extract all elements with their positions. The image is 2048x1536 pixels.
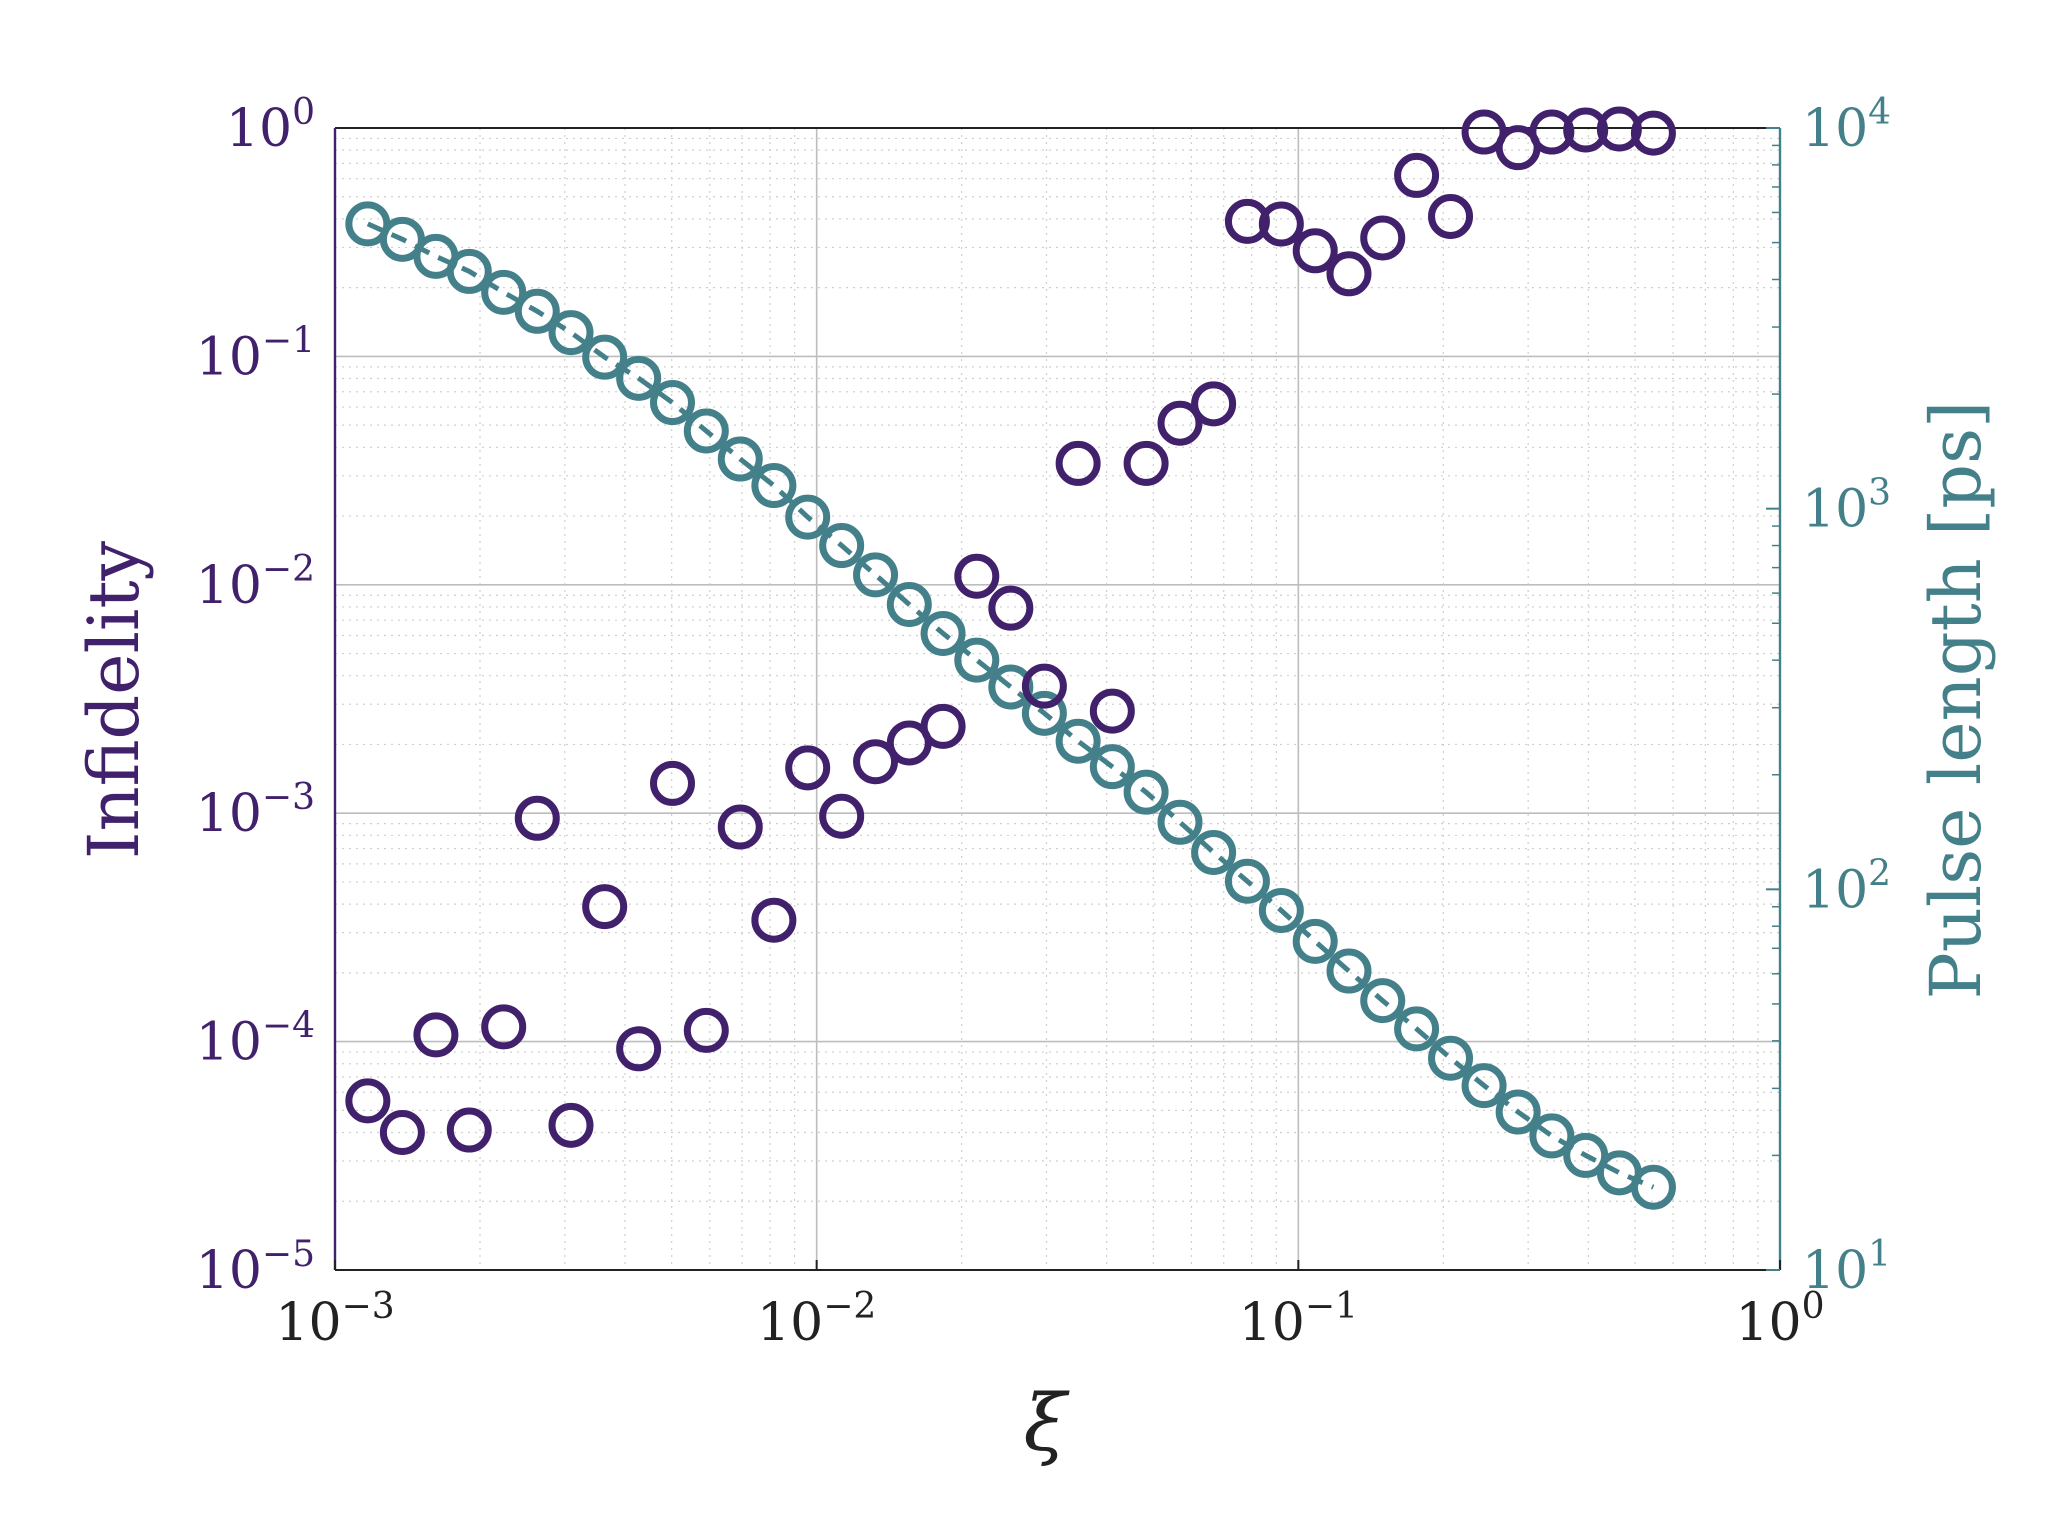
pulse-length-point (1326, 948, 1372, 994)
infidelity-series (345, 106, 1676, 1155)
y-right-tick-label: 101 (1802, 1234, 1891, 1301)
y-left-tick-label: 100 (226, 92, 315, 159)
pulse-length-point (1191, 829, 1237, 875)
infidelity-point (1157, 400, 1203, 446)
pulse-length-point (785, 494, 831, 540)
infidelity-point (717, 804, 763, 850)
infidelity-point (920, 703, 966, 749)
pulse-length-point (1495, 1089, 1541, 1135)
infidelity-point (1258, 201, 1304, 247)
y-left-tick-label: 10−2 (196, 549, 315, 616)
pulse-length-point (1021, 690, 1067, 736)
infidelity-point (1021, 663, 1067, 709)
axes (333, 127, 1782, 1271)
pulse-length-point (650, 380, 696, 426)
infidelity-point (683, 1007, 729, 1053)
infidelity-point (1055, 440, 1101, 486)
pulse-length-point (1224, 858, 1270, 904)
infidelity-point (1529, 109, 1575, 155)
infidelity-point (1123, 440, 1169, 486)
infidelity-point (853, 739, 899, 785)
infidelity-point (1630, 110, 1676, 156)
pulse-length-point (481, 269, 527, 315)
infidelity-point (514, 795, 560, 841)
pulse-length-point (1394, 1006, 1440, 1052)
x-axis-title: ξ (1024, 1379, 1071, 1469)
pulse-length-dashed-line (366, 221, 1655, 1190)
y-left-tick-label: 10−5 (196, 1234, 315, 1301)
pulse-length-point (683, 408, 729, 454)
pulse-length-point (1055, 718, 1101, 764)
pulse-length-point (1292, 918, 1338, 964)
pulse-length-point (1461, 1063, 1507, 1109)
y-axis-title-right: Pulse length [ps] (1915, 401, 1997, 1000)
pulse-length-point (751, 463, 797, 509)
infidelity-point (616, 1026, 662, 1072)
pulse-length-point (920, 610, 966, 656)
pulse-length-point (1428, 1035, 1474, 1081)
infidelity-point (1428, 193, 1474, 239)
pulse-length-point (1157, 799, 1203, 845)
infidelity-point (1089, 688, 1135, 734)
infidelity-point (582, 884, 628, 930)
pulse-length-point (1089, 744, 1135, 790)
y-right-tick-label: 102 (1802, 853, 1891, 920)
pulse-length-point (717, 436, 763, 482)
pulse-length-point (853, 552, 899, 598)
y-left-tick-label: 10−1 (196, 320, 315, 387)
pulse-length-point (819, 523, 865, 569)
x-tick-label: 10−3 (275, 1286, 394, 1353)
infidelity-point (1360, 215, 1406, 261)
x-tick-label: 100 (1735, 1286, 1824, 1353)
infidelity-point (650, 760, 696, 806)
pulse-length-point (1258, 887, 1304, 933)
infidelity-point (954, 553, 1000, 599)
pulse-length-point (1123, 769, 1169, 815)
pulse-length-point (548, 310, 594, 356)
y-axis-title-left: Infidelity (73, 540, 155, 859)
infidelity-point (751, 897, 797, 943)
pulse-length-point (514, 288, 560, 334)
infidelity-point (785, 745, 831, 791)
pulse-length-point (886, 582, 932, 628)
pulse-length-point (1630, 1164, 1676, 1210)
pulse-length-series (345, 201, 1676, 1210)
tick-labels: 10−3 10−2 10−1 100 100 10−1 10−2 10−3 10−4 10−5 10… (196, 92, 1891, 1353)
pulse-length-point (446, 248, 492, 294)
infidelity-point (1394, 152, 1440, 198)
infidelity-point (819, 793, 865, 839)
infidelity-point (1563, 107, 1609, 153)
y-left-tick-label: 10−4 (196, 1006, 315, 1073)
infidelity-point (1326, 251, 1372, 297)
x-tick-label: 10−1 (1239, 1286, 1358, 1353)
infidelity-point (548, 1102, 594, 1148)
infidelity-point (379, 1109, 425, 1155)
pulse-length-point (954, 637, 1000, 683)
y-right-tick-label: 103 (1802, 473, 1891, 540)
infidelity-point (446, 1107, 492, 1153)
pulse-length-point (616, 355, 662, 401)
infidelity-point (1191, 381, 1237, 427)
infidelity-point (481, 1004, 527, 1050)
infidelity-point (1292, 228, 1338, 274)
pulse-length-point (1360, 978, 1406, 1024)
pulse-length-point (582, 334, 628, 380)
pulse-length-point (1563, 1132, 1609, 1178)
pulse-length-point (988, 664, 1034, 710)
x-tick-label: 10−2 (757, 1286, 876, 1353)
y-left-tick-label: 10−3 (196, 777, 315, 844)
infidelity-point (988, 585, 1034, 631)
infidelity-point (345, 1078, 391, 1124)
y-right-tick-label: 104 (1802, 92, 1891, 159)
pulse-length-point (1529, 1113, 1575, 1159)
infidelity-point (413, 1012, 459, 1058)
infidelity-point (1224, 198, 1270, 244)
